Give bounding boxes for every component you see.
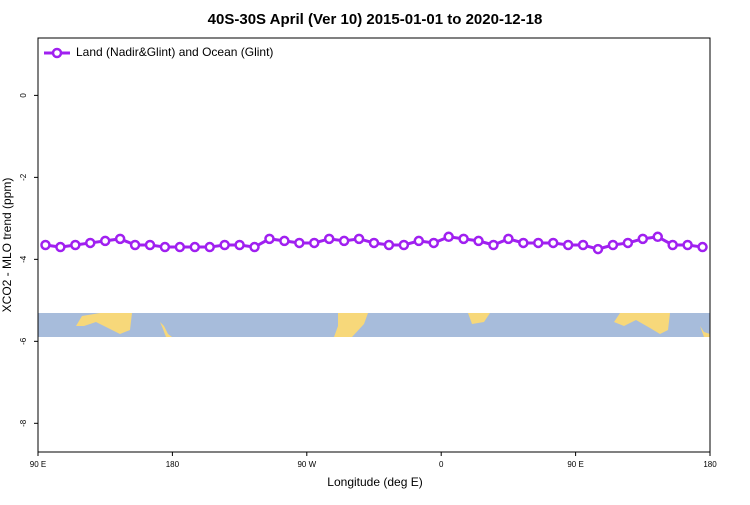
data-point: [249, 241, 260, 253]
data-point: [99, 235, 111, 247]
x-axis-label: Longitude (deg E): [327, 475, 422, 489]
data-point: [577, 239, 589, 251]
data-point: [40, 239, 51, 251]
data-point: [323, 233, 335, 245]
data-point: [294, 237, 305, 249]
y-tick-label: -6: [19, 337, 28, 345]
data-point: [682, 239, 693, 251]
data-point: [309, 237, 320, 249]
x-tick-label: 90 W: [297, 460, 316, 469]
legend-label: Land (Nadir&Glint) and Ocean (Glint): [76, 45, 273, 59]
legend-marker: [51, 47, 63, 59]
map-strip: [38, 313, 710, 337]
data-point: [398, 239, 410, 251]
data-point: [533, 237, 544, 249]
plot-frame: [37, 37, 711, 453]
data-point: [70, 239, 81, 251]
data-point: [189, 241, 201, 253]
data-point: [488, 239, 499, 251]
y-tick-label: -4: [19, 255, 28, 263]
data-point: [55, 241, 66, 253]
data-point: [368, 237, 380, 249]
chart-title: 40S-30S April (Ver 10) 2015-01-01 to 202…: [208, 11, 543, 28]
data-point: [383, 239, 395, 251]
data-point: [503, 233, 514, 245]
x-tick-label: 90 E: [567, 460, 583, 469]
data-point: [518, 237, 529, 249]
data-point: [607, 239, 619, 251]
data-point: [697, 241, 708, 253]
data-point: [667, 239, 678, 251]
y-tick-label: -8: [19, 419, 28, 427]
x-tick-label: 180: [166, 460, 180, 469]
x-tick-label: 180: [703, 460, 717, 469]
x-tick-label: 0: [439, 460, 444, 469]
x-tick-label: 90 E: [30, 460, 46, 469]
data-point: [637, 233, 649, 245]
data-point: [219, 239, 230, 251]
data-point: [458, 233, 469, 245]
data-point: [428, 237, 439, 249]
y-tick-label: 0: [19, 93, 28, 98]
data-point: [114, 233, 126, 245]
data-point: [622, 237, 634, 249]
data-point: [234, 239, 245, 251]
data-point: [338, 235, 350, 247]
data-point: [353, 233, 365, 245]
data-point: [85, 237, 96, 249]
data-point: [592, 243, 604, 255]
data-point: [562, 239, 574, 251]
data-point: [279, 235, 290, 247]
y-axis-label: XCO2 - MLO trend (ppm): [0, 178, 14, 313]
y-tick-label: -2: [19, 173, 28, 181]
data-point: [129, 239, 141, 251]
data-point: [443, 231, 454, 243]
data-point: [413, 235, 425, 247]
data-point: [547, 237, 559, 249]
data-point: [652, 231, 663, 243]
data-point: [144, 239, 156, 251]
data-point: [204, 241, 215, 253]
data-point: [264, 233, 275, 245]
data-point: [473, 235, 484, 247]
data-point: [159, 241, 171, 253]
data-point: [174, 241, 186, 253]
